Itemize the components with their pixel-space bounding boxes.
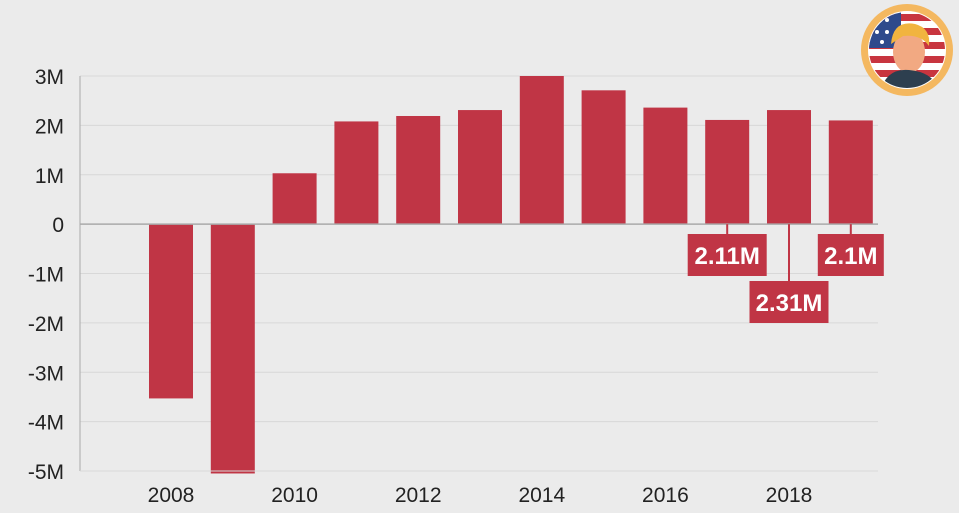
x-tick-label: 2016	[642, 484, 689, 507]
bar-2010	[272, 173, 317, 225]
bar-2009	[210, 224, 255, 474]
tick-labels: -5M -4M -3M -2M -1M 0 1M 2M 3M 2008 2010 2012 2014 20…	[28, 66, 813, 507]
callout-box	[687, 234, 767, 276]
bar-2012	[396, 115, 441, 225]
y-tick-label: -2M	[28, 313, 64, 336]
x-tick-label: 2018	[766, 484, 813, 507]
bar-2011	[334, 121, 379, 225]
callout-label: 2.31M	[756, 290, 823, 317]
bar-2008	[149, 224, 193, 399]
callout-label: 2.1M	[824, 243, 877, 270]
bar-2019	[828, 120, 873, 225]
bar-2013	[458, 110, 502, 225]
bar-2016	[643, 107, 688, 225]
y-tick-label: 3M	[35, 66, 64, 89]
y-tick-label: -1M	[28, 264, 64, 287]
bars	[149, 76, 873, 474]
bar-2018	[767, 110, 811, 225]
callout-label: 2.11M	[695, 243, 760, 270]
bar-2015	[581, 90, 626, 225]
y-tick-label: -3M	[28, 362, 64, 385]
y-tick-label: 1M	[35, 165, 64, 188]
callout-box	[817, 234, 884, 276]
bar-2017	[705, 119, 750, 225]
x-tick-label: 2010	[271, 484, 318, 507]
x-tick-label: 2008	[148, 484, 195, 507]
flag-avatar-icon	[861, 4, 953, 96]
x-tick-label: 2014	[518, 484, 565, 507]
callout-box	[749, 281, 829, 323]
axes	[79, 76, 878, 472]
bar-2014	[519, 76, 564, 225]
y-tick-label: 0	[52, 214, 64, 237]
y-tick-label: 2M	[35, 115, 64, 138]
y-tick-label: -5M	[28, 461, 64, 484]
y-tick-label: -4M	[28, 412, 64, 435]
x-tick-label: 2012	[395, 484, 442, 507]
